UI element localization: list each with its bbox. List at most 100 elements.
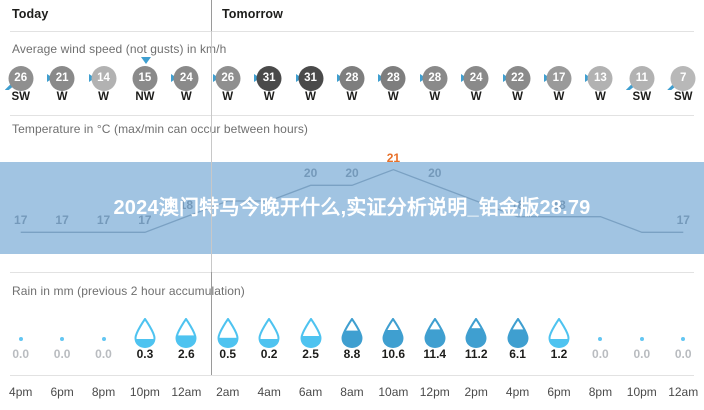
wind-direction-label: W xyxy=(263,91,275,103)
rain-droplet-icon xyxy=(257,317,281,349)
wind-direction-label: W xyxy=(512,91,523,103)
wind-direction-label: W xyxy=(305,91,316,103)
rain-cell: 0.0 xyxy=(41,318,82,368)
rain-cell: 0.0 xyxy=(83,318,124,368)
hour-label: 6pm xyxy=(50,385,74,399)
temperature-section-caption: Temperature in °C (max/min can occur bet… xyxy=(12,122,309,136)
wind-speed-badge: 28 xyxy=(422,66,448,91)
wind-direction-label: W xyxy=(222,91,234,103)
rain-zero-dot-icon xyxy=(598,337,603,341)
rain-zero-dot-icon xyxy=(18,337,23,341)
wind-section-caption: Average wind speed (not gusts) in km/h xyxy=(12,42,227,56)
rain-value-label: 0.0 xyxy=(633,347,651,361)
wind-direction-label: W xyxy=(98,91,109,103)
rain-cell: 11.2 xyxy=(455,317,496,368)
rain-value-label: 0.2 xyxy=(260,347,278,361)
hour-label: 4pm xyxy=(9,385,33,399)
rule-below-rain xyxy=(10,375,694,376)
rain-zero-dot-icon xyxy=(101,337,106,341)
hour-label: 10pm xyxy=(129,385,160,399)
wind-speed-badge: 13 xyxy=(587,66,613,91)
wind-cell: 14 W xyxy=(83,66,124,110)
rain-cell: 0.0 xyxy=(580,318,621,368)
wind-direction-label: W xyxy=(56,91,68,103)
rain-value-label: 8.8 xyxy=(343,347,361,361)
wind-speed-badge: 28 xyxy=(339,66,365,91)
wind-cell: 7 SW xyxy=(663,66,704,110)
wind-speed-badge: 11 xyxy=(629,66,655,91)
rain-droplet-icon xyxy=(299,317,323,349)
wind-direction-label: W xyxy=(470,91,482,103)
rain-cell: 0.0 xyxy=(0,318,41,368)
rain-value-label: 0.0 xyxy=(53,347,71,361)
wind-speed-badge: 15 xyxy=(132,66,158,91)
wind-direction-arrow-icon xyxy=(140,57,151,64)
hour-label: 4pm xyxy=(505,385,530,399)
hour-label: 8pm xyxy=(91,385,116,399)
wind-cell: 15 NW xyxy=(124,57,165,110)
hour-label: 10pm xyxy=(626,385,657,399)
rule-below-temperature xyxy=(10,272,694,273)
wind-speed-badge: 24 xyxy=(173,66,199,91)
rain-value-label: 2.5 xyxy=(302,347,319,361)
wind-direction-label: SW xyxy=(632,91,652,103)
hour-label: 10am xyxy=(378,385,409,399)
hour-label: 6pm xyxy=(547,385,571,399)
wind-direction-label: SW xyxy=(673,91,693,103)
rain-value-label: 0.0 xyxy=(592,347,609,361)
wind-cell: 26 W xyxy=(207,66,248,110)
rain-droplet-icon xyxy=(216,317,240,349)
rain-value-label: 0.0 xyxy=(95,347,112,361)
wind-cell: 24 W xyxy=(455,66,496,110)
day-header: Today Tomorrow xyxy=(0,0,704,31)
wind-cell: 31 W xyxy=(248,66,289,110)
rain-cell: 0.2 xyxy=(248,317,289,368)
rain-cell: 1.2 xyxy=(538,317,579,368)
rain-zero-dot-icon xyxy=(60,337,65,341)
hour-label: 12pm xyxy=(419,385,450,399)
rain-droplet-icon xyxy=(547,317,571,349)
rain-cell: 0.5 xyxy=(207,317,248,368)
day-divider-rain xyxy=(211,272,212,375)
wind-cell: 24 W xyxy=(166,66,207,110)
wind-direction-label: NW xyxy=(135,91,155,103)
rain-droplet-icon xyxy=(340,317,364,349)
wind-speed-badge: 31 xyxy=(298,66,324,91)
wind-cell: 21 W xyxy=(41,66,82,110)
day-label-today: Today xyxy=(12,7,49,21)
wind-cell: 11 SW xyxy=(621,66,662,110)
rain-value-label: 6.1 xyxy=(509,347,526,361)
rain-section-caption: Rain in mm (previous 2 hour accumulation… xyxy=(12,284,245,298)
wind-speed-row: 26 SW 21 W 14 W 15 NW 24 W 26 W 31 W 31 W 28 W 28 W 28 W 24 W 22… xyxy=(0,57,704,110)
wind-speed-badge: 17 xyxy=(546,66,572,91)
wind-cell: 17 W xyxy=(538,66,579,110)
rain-value-label: 11.2 xyxy=(464,347,488,361)
rain-droplet-icon xyxy=(423,317,447,349)
wind-cell: 28 W xyxy=(414,66,455,110)
hour-label: 4am xyxy=(257,385,281,399)
wind-direction-label: W xyxy=(387,91,399,103)
wind-direction-arrow-icon xyxy=(4,81,14,90)
wind-direction-label: W xyxy=(553,91,565,103)
wind-speed-badge: 21 xyxy=(49,66,75,91)
rule-below-day-header xyxy=(10,31,694,32)
wind-speed-badge: 14 xyxy=(91,66,117,91)
wind-cell: 28 W xyxy=(373,66,414,110)
wind-speed-badge: 7 xyxy=(670,66,696,91)
rain-value-label: 0.0 xyxy=(12,347,30,361)
rain-droplet-icon xyxy=(381,317,405,349)
wind-speed-badge: 26 xyxy=(8,66,34,91)
rain-zero-dot-icon xyxy=(681,337,686,341)
temperature-value-label: 21 xyxy=(386,150,401,165)
watermark-text: 2024澳门特马今晚开什么,实证分析说明_铂金版28.79 xyxy=(113,196,591,219)
rain-value-label: 11.4 xyxy=(423,347,447,361)
wind-speed-badge: 28 xyxy=(380,66,406,91)
day-divider-wind xyxy=(211,31,212,115)
wind-direction-label: W xyxy=(594,91,606,103)
wind-direction-label: W xyxy=(180,91,192,103)
wind-cell: 22 W xyxy=(497,66,538,110)
rain-value-label: 10.6 xyxy=(381,347,406,361)
wind-direction-label: W xyxy=(429,91,441,103)
wind-speed-badge: 24 xyxy=(463,66,489,91)
